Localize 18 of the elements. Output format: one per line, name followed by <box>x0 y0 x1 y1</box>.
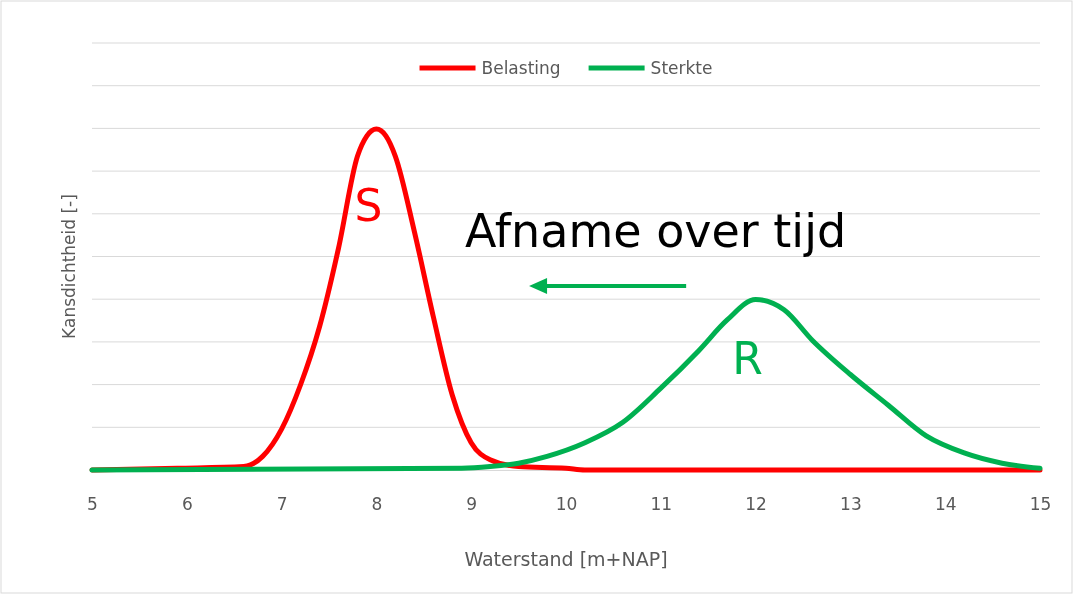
annotation: Afname over tijd <box>465 204 847 258</box>
legend-label: Belasting <box>481 58 561 78</box>
x-tick-label: 12 <box>745 494 767 515</box>
x-tick-label: 14 <box>934 494 957 515</box>
y-axis-title: Kansdichtheid [-] <box>59 194 79 339</box>
x-tick-label: 7 <box>276 494 288 515</box>
x-tick-label: 9 <box>466 494 478 515</box>
legend-label: Sterkte <box>650 58 713 78</box>
x-tick-label: 15 <box>1029 494 1052 515</box>
x-tick-label: 10 <box>555 494 578 515</box>
x-tick-label: 6 <box>181 494 193 515</box>
annotation: S <box>354 180 383 231</box>
x-axis-title: Waterstand [m+NAP] <box>464 548 668 570</box>
x-tick-label: 5 <box>87 494 98 515</box>
x-tick-label: 11 <box>650 494 673 515</box>
x-tick-label: 8 <box>371 494 383 515</box>
x-tick-label: 13 <box>840 494 862 515</box>
annotation: R <box>732 332 763 384</box>
